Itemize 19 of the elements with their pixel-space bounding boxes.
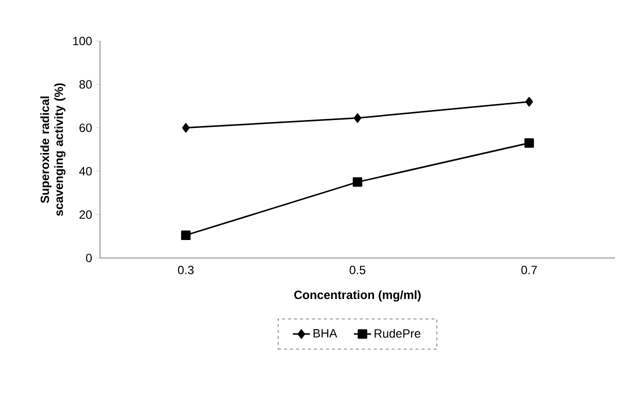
y-tick-label: 60 — [80, 124, 92, 132]
point — [354, 113, 362, 123]
point — [524, 138, 534, 148]
y-tick-label: 0 — [86, 254, 92, 262]
y-tick-label: 20 — [80, 210, 92, 219]
x-tick-label: 0.5 — [350, 266, 366, 274]
point — [182, 123, 190, 133]
legend-label: RudePre — [374, 328, 420, 338]
point — [525, 97, 533, 107]
point — [352, 177, 362, 187]
y-tick-label: 80 — [79, 80, 92, 89]
y-axis-title: Superoxide radical scavenging activity (%) — [40, 83, 66, 216]
x-tick-label: 0.7 — [521, 266, 537, 274]
point — [181, 230, 191, 240]
y-tick-label: 40 — [79, 166, 92, 176]
x-axis-title: Concentration (mg/ml) — [294, 290, 421, 302]
x-tick-label: 0.3 — [178, 266, 194, 274]
legend-label: BHA — [314, 329, 338, 338]
y-tick-label: 100 — [73, 36, 92, 46]
